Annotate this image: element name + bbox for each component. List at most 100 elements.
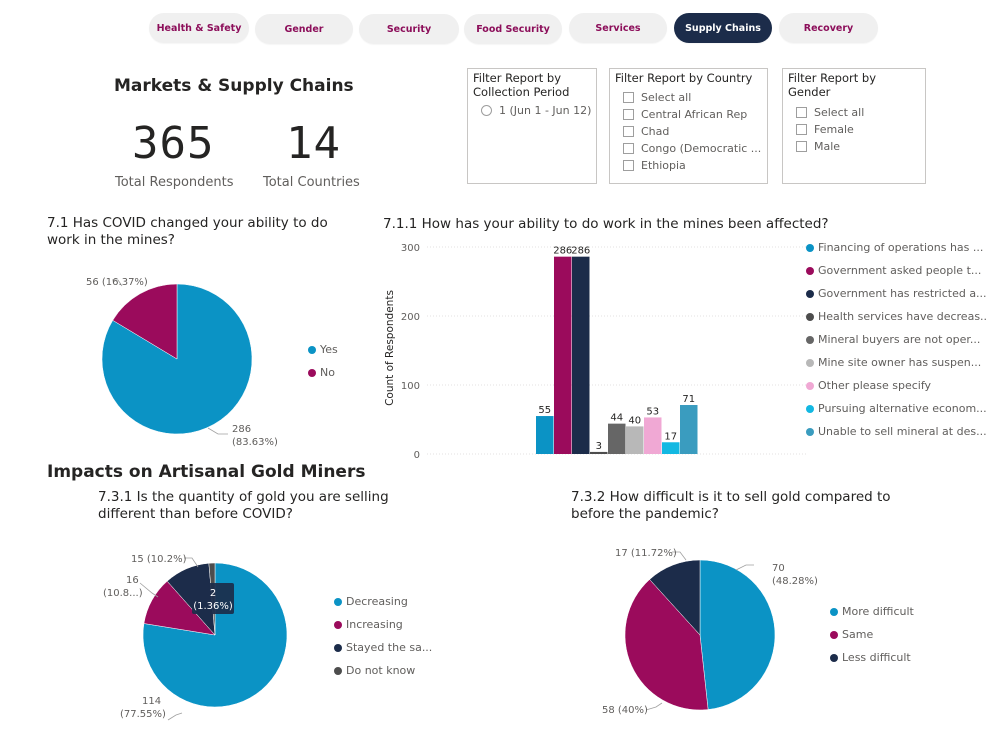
radio-icon[interactable] [481, 105, 492, 116]
tab-security[interactable]: Security [359, 14, 459, 44]
bar-6[interactable] [626, 426, 644, 454]
legend-dot-icon [806, 427, 814, 436]
legend-item[interactable]: Government asked people t... [806, 259, 988, 282]
kpi-total-countries-value: 14 [286, 118, 341, 169]
leader-line [139, 582, 159, 598]
checkbox-icon[interactable] [623, 160, 634, 171]
legend-label: No [320, 366, 335, 379]
bar-1[interactable] [536, 416, 554, 454]
legend-item[interactable]: Mineral buyers are not oper... [806, 328, 988, 351]
pie-slice-more-difficult[interactable] [699, 559, 776, 710]
chart-title-q731: 7.3.1 Is the quantity of gold you are se… [98, 489, 389, 522]
checkbox-icon[interactable] [623, 109, 634, 120]
tab-health-safety[interactable]: Health & Safety [149, 13, 249, 43]
bar-5[interactable] [608, 423, 626, 454]
tab-services[interactable]: Services [569, 13, 667, 43]
leader-line [645, 702, 663, 711]
slicer-option-label: Female [814, 123, 854, 136]
section-title-markets: Markets & Supply Chains [114, 76, 354, 96]
legend-q732: More difficult Same Less difficult [830, 600, 914, 669]
legend-q711: Financing of operations has ... Governmen… [806, 236, 988, 443]
bar-2[interactable] [554, 256, 572, 454]
slicer-option[interactable]: Chad [623, 123, 762, 140]
slicer-option[interactable]: Male [796, 138, 920, 155]
pie-slice-no[interactable] [112, 283, 178, 360]
slicer-option[interactable]: Female [796, 121, 920, 138]
checkbox-icon[interactable] [796, 141, 807, 152]
legend-item[interactable]: Same [830, 623, 914, 646]
legend-dot-icon [806, 266, 814, 275]
legend-dot-icon [830, 607, 838, 616]
legend-item[interactable]: Mine site owner has suspen... [806, 351, 988, 374]
legend-item[interactable]: Pursuing alternative econom... [806, 397, 988, 420]
tooltip-box [192, 583, 234, 614]
data-label-increasing-pct: (10.8...) [103, 588, 143, 599]
legend-label: Financing of operations has ... [818, 241, 984, 254]
slicer-option[interactable]: Select all [623, 89, 762, 106]
slicer-option[interactable]: Congo (Democratic ... [623, 140, 762, 157]
y-tick-label: 0 [414, 450, 420, 461]
legend-dot-icon [806, 381, 814, 390]
checkbox-icon[interactable] [796, 124, 807, 135]
legend-item[interactable]: Increasing [334, 613, 432, 636]
slicer-option[interactable]: 1 (Jun 1 - Jun 12) [481, 102, 591, 119]
checkbox-icon[interactable] [623, 92, 634, 103]
bar-4[interactable] [590, 451, 608, 454]
legend-label: More difficult [842, 605, 914, 618]
data-label-stayed: 15 (10.2%) [131, 554, 187, 565]
bar-9[interactable] [680, 405, 698, 454]
legend-dot-icon [806, 289, 814, 298]
pie-chart-q71: 286 (83.63%) 56 (16.37%) [86, 277, 278, 448]
tab-supply-chains[interactable]: Supply Chains [674, 13, 772, 43]
slicer-option[interactable]: Central African Rep [623, 106, 762, 123]
slicer-option[interactable]: Select all [796, 104, 920, 121]
bar-8[interactable] [662, 442, 680, 454]
legend-q71: Yes No [308, 338, 338, 384]
slicer-option-label: Select all [641, 91, 692, 104]
legend-item[interactable]: Yes [308, 338, 338, 361]
data-label-yes-value: 286 [232, 424, 251, 435]
checkbox-icon[interactable] [796, 107, 807, 118]
bar-7[interactable] [644, 417, 662, 454]
tab-food-security[interactable]: Food Security [464, 14, 562, 44]
tooltip-value: 2 [210, 588, 216, 599]
chart-title-q71: 7.1 Has COVID changed your ability to do… [47, 215, 328, 248]
legend-item[interactable]: Less difficult [830, 646, 914, 669]
checkbox-icon[interactable] [623, 126, 634, 137]
legend-item[interactable]: Financing of operations has ... [806, 236, 988, 259]
tab-recovery[interactable]: Recovery [779, 13, 878, 43]
bar-data-label: 3 [596, 441, 602, 452]
data-label-more-difficult-value: 70 [772, 563, 785, 574]
pie-slice-less-difficult[interactable] [649, 559, 701, 636]
legend-item[interactable]: Unable to sell mineral at des... [806, 420, 988, 443]
data-label-decreasing-value: 114 [142, 696, 161, 707]
legend-label: Decreasing [346, 595, 408, 608]
bar-data-label: 286 [571, 246, 590, 257]
data-label-decreasing-pct: (77.55%) [120, 709, 166, 720]
legend-item[interactable]: Health services have decreas... [806, 305, 988, 328]
legend-dot-icon [806, 243, 814, 252]
slicer-option-label: Congo (Democratic ... [641, 142, 762, 155]
legend-item[interactable]: Government has restricted a... [806, 282, 988, 305]
legend-item[interactable]: Do not know [334, 659, 432, 682]
bar-3[interactable] [572, 256, 590, 454]
tab-gender[interactable]: Gender [255, 14, 353, 44]
legend-item[interactable]: Stayed the sa... [334, 636, 432, 659]
kpi-total-respondents-value: 365 [132, 118, 215, 169]
legend-item[interactable]: Decreasing [334, 590, 432, 613]
legend-dot-icon [334, 643, 342, 652]
legend-label: Government asked people t... [818, 264, 982, 277]
checkbox-icon[interactable] [623, 143, 634, 154]
legend-dot-icon [308, 368, 316, 377]
data-label-less-difficult: 17 (11.72%) [615, 548, 677, 559]
section-title-gold-miners: Impacts on Artisanal Gold Miners [47, 462, 366, 482]
legend-item[interactable]: No [308, 361, 338, 384]
data-label-same: 58 (40%) [602, 705, 648, 716]
legend-item[interactable]: Other please specify [806, 374, 988, 397]
chart-title-q711: 7.1.1 How has your ability to do work in… [383, 216, 829, 232]
slicer-option[interactable]: Ethiopia [623, 157, 762, 174]
legend-label: Increasing [346, 618, 403, 631]
pie-slice-same[interactable] [624, 579, 709, 711]
chart-title-q732: 7.3.2 How difficult is it to sell gold c… [571, 489, 891, 522]
legend-item[interactable]: More difficult [830, 600, 914, 623]
